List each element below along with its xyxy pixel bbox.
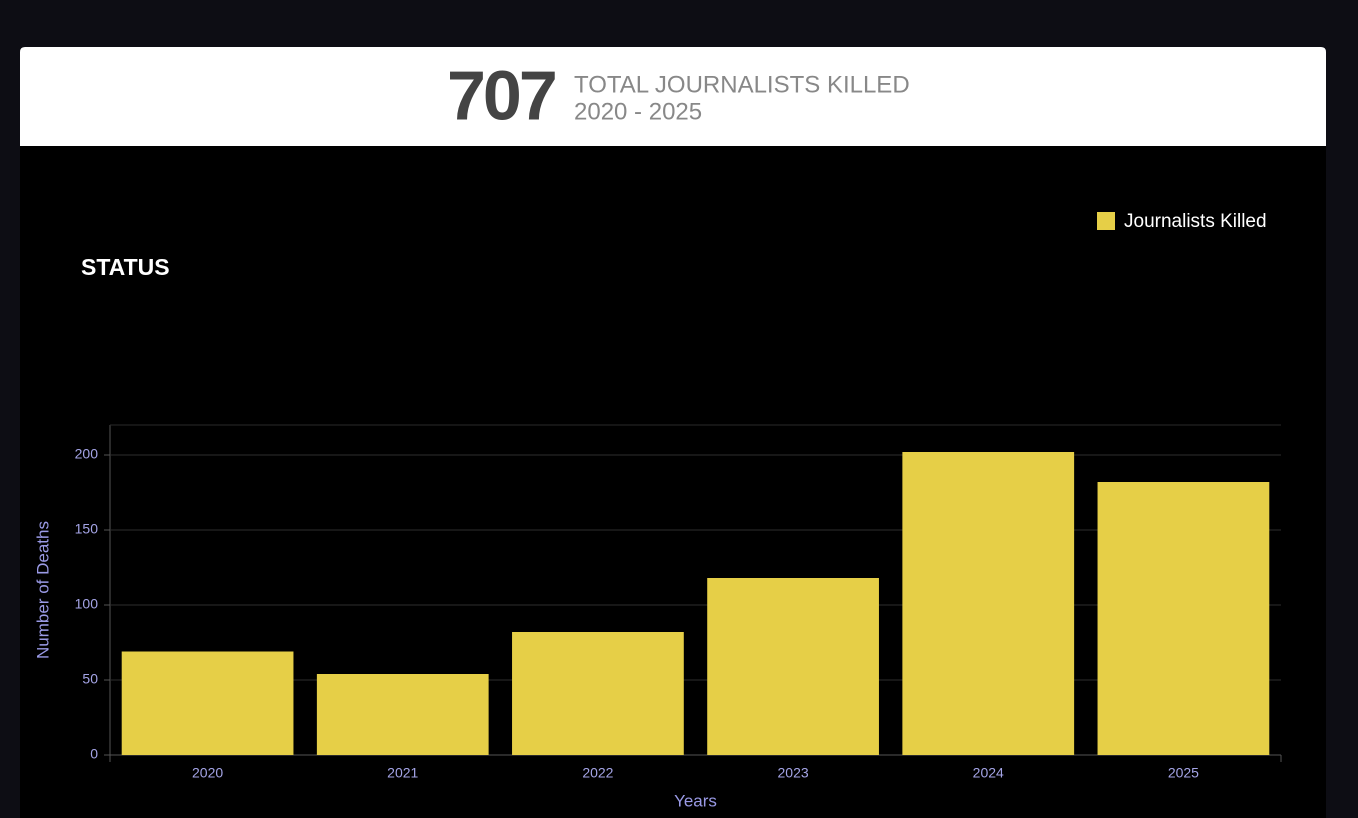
y-tick-label: 50 <box>82 671 98 687</box>
x-tick-label: 2024 <box>973 765 1004 781</box>
y-tick-label: 200 <box>75 446 99 462</box>
y-tick-label: 150 <box>75 521 99 537</box>
y-axis-title: Number of Deaths <box>33 521 52 659</box>
bar <box>512 632 684 755</box>
x-tick-label: 2020 <box>192 765 223 781</box>
bar <box>316 674 489 755</box>
bar <box>121 651 294 755</box>
legend-swatch <box>1097 212 1115 230</box>
bar <box>902 452 1075 755</box>
x-tick-label: 2025 <box>1168 765 1199 781</box>
section-title: STATUS <box>81 254 170 280</box>
x-tick-label: 2021 <box>387 765 418 781</box>
x-axis-title: Years <box>674 791 717 810</box>
y-tick-label: 0 <box>90 746 98 762</box>
bar <box>1097 482 1270 755</box>
header-band <box>20 47 1326 146</box>
total-count: 707 <box>447 56 555 134</box>
legend-label: Journalists Killed <box>1124 211 1267 232</box>
bar <box>707 578 879 755</box>
total-label: TOTAL JOURNALISTS KILLED <box>574 71 910 98</box>
period: 2020 - 2025 <box>574 98 702 125</box>
x-tick-label: 2023 <box>778 765 809 781</box>
y-tick-label: 100 <box>75 596 99 612</box>
x-tick-label: 2022 <box>582 765 613 781</box>
